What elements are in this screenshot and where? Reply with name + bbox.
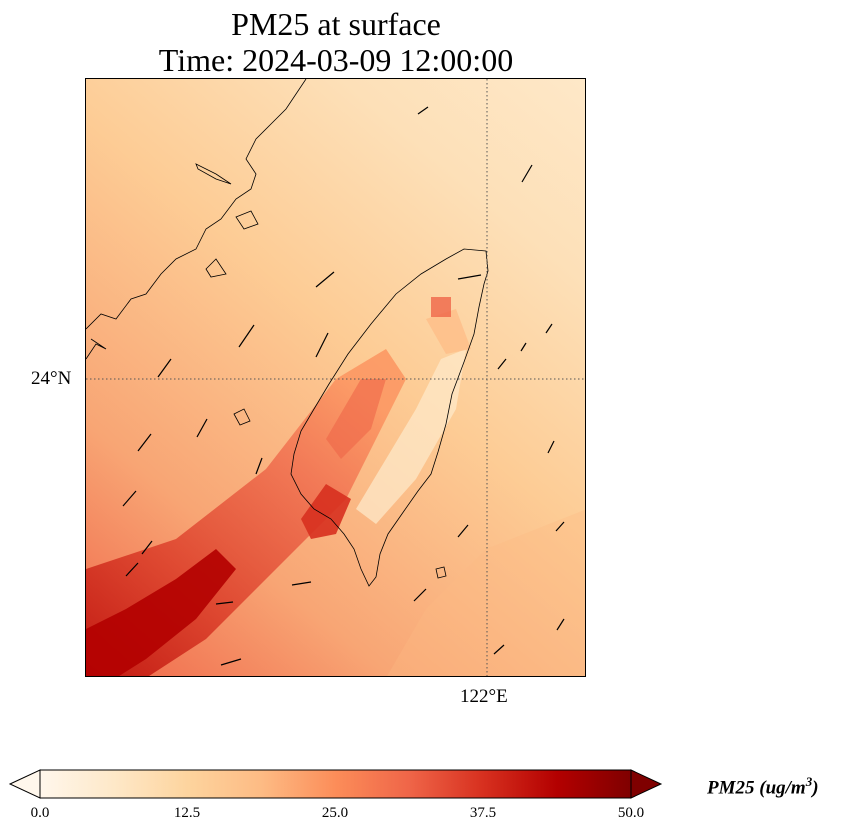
colorbar-title-text: PM25 (ug/m: [707, 777, 806, 799]
gridlines: [86, 79, 585, 676]
pm25-field: [86, 79, 585, 676]
lat-tick-label: 24°N: [31, 368, 72, 389]
colorbar-gradient: [39, 769, 632, 799]
colorbar-tick-label: 37.5: [469, 805, 497, 821]
colorbar-title-close: ): [812, 777, 819, 799]
colorbar-tick-label: 25.0: [321, 805, 349, 821]
colorbar-title-superscript: 3: [805, 774, 813, 789]
coastlines: [86, 79, 489, 587]
colorbar-extend-max: [630, 769, 663, 799]
map-plot-area: [85, 78, 586, 677]
colorbar-tick-label: 0.0: [30, 805, 50, 821]
lon-tick-label: 122°E: [460, 686, 508, 707]
pm25-map: [86, 79, 585, 676]
colorbar-title: PM25 (ug/m3): [707, 774, 819, 799]
colorbar-tick-label: 50.0: [617, 805, 645, 821]
colorbar: [8, 769, 663, 799]
colorbar-tick-label: 12.5: [173, 805, 201, 821]
wind-vectors: [122, 106, 565, 666]
map-title: PM25 at surface: [231, 6, 441, 42]
map-timestamp: Time: 2024-03-09 12:00:00: [158, 42, 514, 78]
colorbar-extend-min: [8, 769, 41, 799]
